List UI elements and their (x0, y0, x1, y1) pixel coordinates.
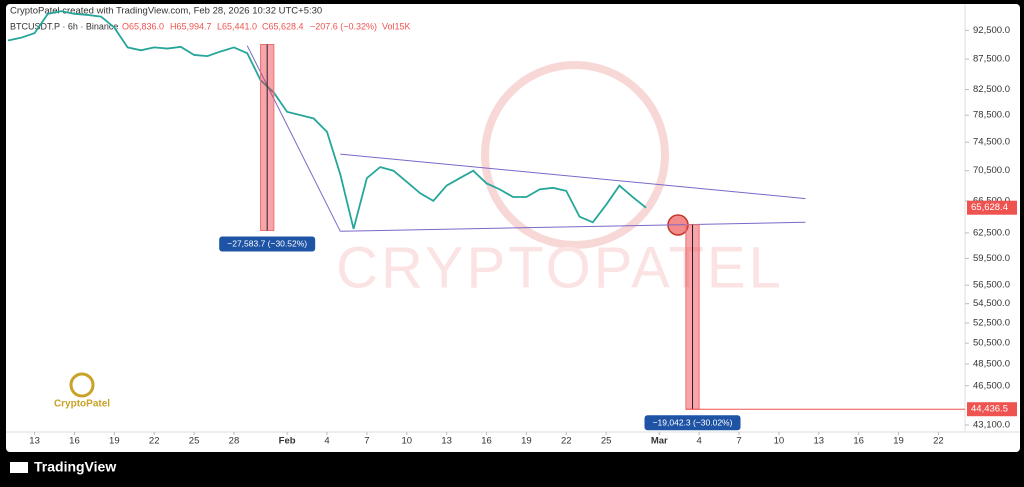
x-tick-label: 22 (149, 436, 160, 447)
x-tick-label: 22 (933, 436, 944, 447)
y-tick-label: 50,500.0 (973, 338, 1010, 349)
y-tick-label: 48,500.0 (973, 359, 1010, 370)
y-tick-label: 82,500.0 (973, 84, 1010, 95)
price-label-bg (967, 402, 1017, 417)
y-tick-label: 52,500.0 (973, 318, 1010, 329)
legend: BTCUSDT.P · 6h · Binance O65,836.0 H65,9… (10, 21, 411, 31)
footer: TradingView (10, 459, 116, 475)
x-tick-label: 25 (601, 436, 612, 447)
y-tick-label: 92,500.0 (973, 25, 1010, 36)
x-tick-label: 7 (364, 436, 369, 447)
y-tick-label: 59,500.0 (973, 253, 1010, 264)
price-label: 44,436.5 (971, 404, 1008, 415)
x-tick-label: 10 (774, 436, 785, 447)
y-tick-label: 74,500.0 (973, 137, 1010, 148)
x-tick-label: 10 (401, 436, 412, 447)
low: L65,441.0 (217, 21, 257, 31)
y-tick-label: 78,500.0 (973, 110, 1010, 121)
close: C65,628.4 (262, 21, 304, 31)
price-label: 65,628.4 (971, 202, 1008, 213)
x-tick-label: 28 (229, 436, 240, 447)
volume: Vol15K (382, 21, 411, 31)
measure-label: −19,042.3 (−30.02%) (653, 417, 733, 427)
x-tick-label: Mar (651, 436, 668, 447)
y-tick-label: 54,500.0 (973, 298, 1010, 309)
measure-label: −27,583.7 (−30.52%) (227, 239, 307, 249)
trendline (340, 221, 806, 232)
x-tick-label: 13 (29, 436, 40, 447)
y-tick-label: 87,500.0 (973, 54, 1010, 65)
x-tick-label: 4 (697, 436, 702, 447)
y-tick-label: 46,500.0 (973, 380, 1010, 391)
logo-icon (69, 372, 95, 398)
x-tick-label: 13 (814, 436, 825, 447)
x-tick-label: 19 (109, 436, 120, 447)
open: O65,836.0 (122, 21, 164, 31)
measure-label-bg (644, 415, 741, 431)
high: H65,994.7 (170, 21, 212, 31)
x-tick-label: 25 (189, 436, 200, 447)
logo-text: CryptoPatel (54, 399, 110, 410)
price-label-bg (967, 200, 1017, 215)
y-tick-label: 70,500.0 (973, 165, 1010, 176)
measure-label-bg (219, 236, 316, 252)
watermark-logo (481, 61, 669, 249)
x-tick-label: 22 (561, 436, 572, 447)
x-tick-label: 16 (69, 436, 80, 447)
trendline (246, 45, 341, 232)
x-tick-label: Feb (279, 436, 296, 447)
y-tick-label: 43,100.0 (973, 420, 1010, 431)
credit: CryptoPatel created with TradingView.com… (10, 6, 322, 17)
watermark-group: CRYPTOPATEL (336, 61, 784, 300)
symbol: BTCUSDT.P · 6h · Binance (10, 21, 118, 31)
footer-brand: TradingView (34, 459, 116, 475)
watermark: CRYPTOPATEL (336, 235, 784, 300)
x-tick-label: 19 (521, 436, 532, 447)
x-tick-label: 7 (736, 436, 741, 447)
x-tick-label: 19 (893, 436, 904, 447)
footer-logo (10, 462, 28, 473)
trendline (340, 153, 806, 200)
x-tick-label: 16 (853, 436, 864, 447)
x-tick-label: 4 (324, 436, 329, 447)
price-line (7, 10, 647, 230)
y-tick-label: 62,500.0 (973, 227, 1010, 238)
x-tick-label: 13 (441, 436, 452, 447)
change: −207.6 (−0.32%) (310, 21, 377, 31)
y-tick-label: 56,500.0 (973, 280, 1010, 291)
x-tick-label: 16 (481, 436, 492, 447)
